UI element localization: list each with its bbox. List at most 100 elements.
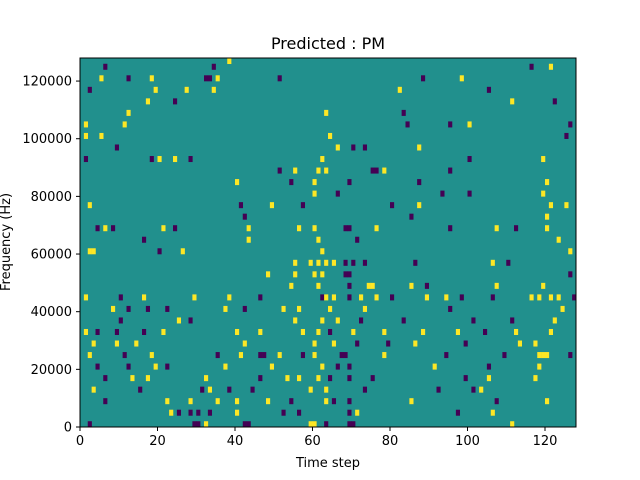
heatmap-cell — [103, 225, 108, 232]
heatmap-cell — [320, 317, 325, 324]
heatmap-cell — [91, 340, 96, 347]
heatmap-cell — [118, 294, 123, 301]
heatmap-cell — [560, 305, 565, 312]
heatmap-cell — [161, 225, 166, 232]
heatmap-cell — [448, 167, 453, 174]
heatmap-cell — [83, 132, 89, 139]
heatmap-cell — [103, 375, 108, 382]
heatmap-cell — [331, 398, 337, 405]
heatmap-cell — [552, 98, 557, 105]
heatmap-cell — [289, 282, 294, 289]
heatmap-cell — [258, 328, 263, 335]
heatmap-cell — [316, 375, 321, 382]
heatmap-cell — [289, 179, 294, 186]
heatmap-cell — [130, 375, 135, 382]
heatmap-cell — [258, 294, 263, 301]
heatmap-cell — [207, 386, 213, 393]
heatmap-cell — [545, 179, 550, 186]
heatmap-cell — [87, 352, 92, 359]
heatmap-cell — [541, 352, 546, 359]
heatmap-cell — [227, 386, 232, 393]
heatmap-cell — [444, 294, 449, 301]
heatmap-cell — [343, 259, 348, 266]
heatmap-cell — [362, 386, 368, 393]
heatmap-cell — [347, 363, 352, 370]
heatmap-cell — [176, 409, 182, 416]
heatmap-cell — [114, 144, 120, 151]
heatmap-cell — [126, 75, 131, 82]
heatmap-cell — [91, 248, 96, 255]
heatmap-cell — [537, 363, 542, 370]
heatmap-cell — [142, 294, 147, 301]
heatmap-cell — [165, 363, 170, 370]
x-axis-label: Time step — [295, 456, 360, 471]
heatmap-cell — [444, 352, 449, 359]
heatmap-cell — [316, 282, 321, 289]
heatmap-cell — [502, 352, 507, 359]
heatmap-cell — [312, 340, 317, 347]
heatmap-cell — [568, 248, 573, 255]
heatmap-cell — [347, 409, 352, 416]
heatmap-cell — [223, 363, 228, 370]
heatmap-cell — [200, 386, 205, 393]
heatmap-cell — [126, 305, 131, 312]
heatmap-cell — [455, 409, 461, 416]
heatmap-cell — [316, 259, 321, 266]
heatmap-cell — [324, 398, 329, 405]
heatmap-cell — [440, 190, 445, 197]
heatmap-cell — [320, 271, 325, 278]
heatmap-cell — [459, 294, 464, 301]
heatmap-cell — [529, 294, 534, 301]
heatmap-cell — [316, 328, 321, 335]
heatmap-cell — [246, 225, 251, 232]
heatmap-cell — [122, 121, 127, 128]
heatmap-cell — [277, 75, 282, 82]
heatmap-cell — [149, 156, 154, 163]
heatmap-cell — [324, 259, 329, 266]
heatmap-cell — [312, 271, 317, 278]
heatmap-cell — [362, 144, 368, 151]
heatmap-cell — [328, 375, 333, 382]
heatmap-cell — [111, 305, 116, 312]
heatmap-cell — [370, 375, 375, 382]
heatmap-cell — [335, 190, 340, 197]
heatmap-cell — [486, 86, 492, 93]
heatmap-cell — [99, 132, 104, 139]
heatmap-cell — [165, 305, 170, 312]
heatmap-cell — [463, 375, 468, 382]
heatmap-cell — [114, 328, 120, 335]
heatmap-cell — [351, 328, 356, 335]
heatmap-cell — [556, 294, 561, 301]
heatmap-cell — [467, 156, 472, 163]
heatmap-cell — [324, 109, 329, 116]
heatmap-cell — [153, 363, 158, 370]
heatmap-cell — [99, 75, 104, 82]
heatmap-cell — [343, 271, 348, 278]
heatmap-cell — [83, 156, 89, 163]
heatmap-cell — [390, 294, 395, 301]
heatmap-cell — [242, 213, 247, 220]
heatmap-cell — [215, 352, 220, 359]
heatmap-cell — [320, 294, 325, 301]
heatmap-cell — [359, 294, 364, 301]
heatmap-cell — [548, 63, 554, 70]
heatmap-cell — [269, 202, 275, 209]
heatmap-cell — [548, 328, 554, 335]
heatmap-cell — [83, 121, 89, 128]
heatmap-cell — [568, 121, 573, 128]
heatmap-cell — [324, 386, 329, 393]
heatmap-cell — [207, 75, 213, 82]
heatmap-cell — [207, 409, 213, 416]
heatmap-cell — [118, 317, 123, 324]
heatmap-cell — [87, 202, 92, 209]
heatmap-cell — [258, 352, 263, 359]
plot-area — [79, 57, 577, 428]
y-tick-label: 60000 — [31, 248, 72, 263]
heatmap-cell — [277, 352, 282, 359]
heatmap-cell — [568, 271, 573, 278]
heatmap-cell — [347, 398, 352, 405]
heatmap-cell — [510, 421, 515, 428]
heatmap-cell — [510, 98, 515, 105]
heatmap-cell — [448, 121, 453, 128]
heatmap-cell — [413, 259, 418, 266]
